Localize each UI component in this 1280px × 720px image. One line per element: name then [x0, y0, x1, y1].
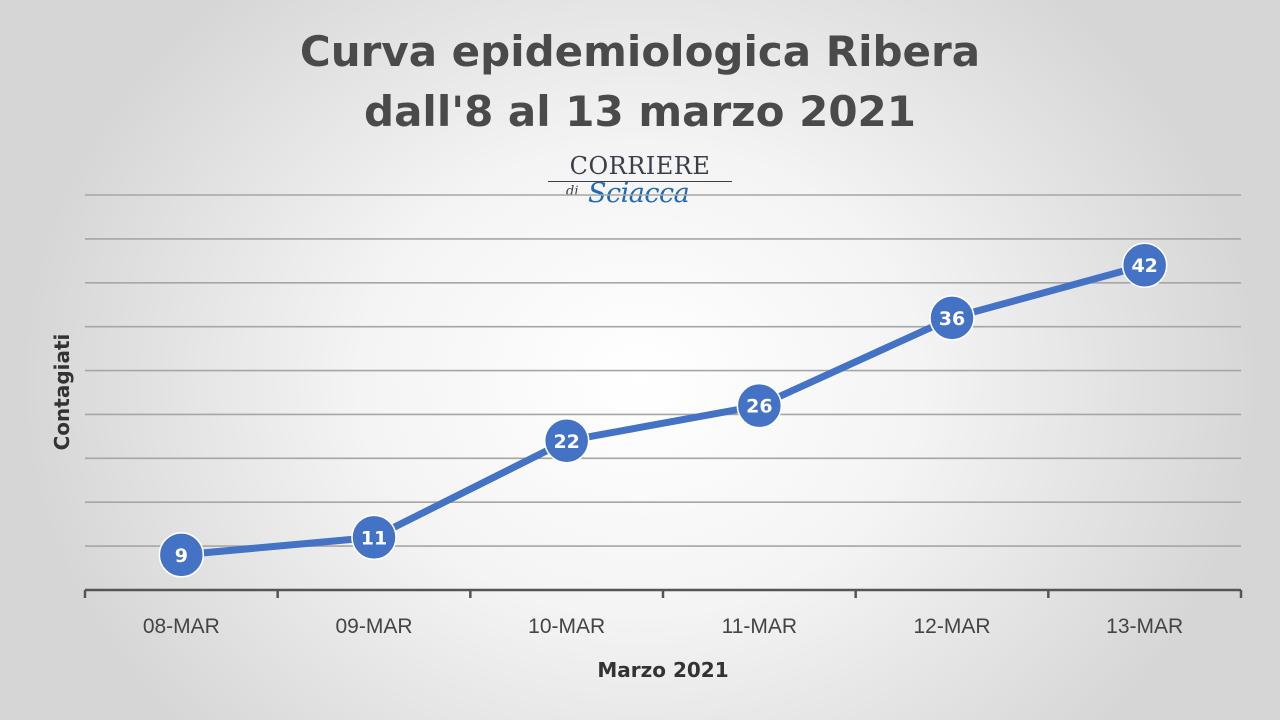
data-point — [158, 532, 205, 578]
logo-rule — [548, 181, 732, 182]
chart-title-line-2: dall'8 al 13 marzo 2021 — [364, 87, 916, 136]
x-tick-label: 08-MAR — [143, 615, 220, 638]
data-point — [736, 382, 783, 429]
x-tick-label: 09-MAR — [335, 615, 412, 638]
series-contagiati: 9 11 22 26 36 42 — [158, 242, 1168, 578]
chart-title-line-1: Curva epidemiologica Ribera — [299, 27, 981, 76]
corriere-di-sciacca-logo: CORRIERE di Sciacca — [548, 152, 732, 209]
data-point — [929, 295, 975, 341]
series-line — [181, 261, 1146, 559]
data-point — [1121, 242, 1168, 288]
chart-title: Curva epidemiologica Ribera dall'8 al 13… — [0, 22, 1280, 142]
data-label: 26 — [746, 396, 772, 418]
data-label: 22 — [553, 431, 579, 453]
x-tick-label: 13-MAR — [1106, 615, 1183, 638]
logo-line-2: Sciacca — [588, 178, 690, 209]
data-label: 9 — [175, 545, 188, 567]
data-point — [351, 514, 397, 561]
x-tick-label: 11-MAR — [722, 615, 797, 638]
logo-line-1: CORRIERE — [569, 152, 711, 180]
data-label: 36 — [939, 308, 965, 330]
x-tick-label: 10-MAR — [528, 615, 605, 638]
gridlines — [85, 194, 1241, 547]
data-point — [543, 418, 590, 464]
y-axis-title: Contagiati — [50, 334, 74, 451]
x-axis-title: Marzo 2021 — [597, 658, 728, 682]
data-label: 42 — [1131, 255, 1157, 277]
data-label: 11 — [361, 527, 387, 549]
x-axis: 08-MAR 09-MAR 10-MAR 11-MAR 12-MAR 13-MAR — [83, 588, 1243, 638]
x-tick-label: 12-MAR — [913, 615, 990, 638]
